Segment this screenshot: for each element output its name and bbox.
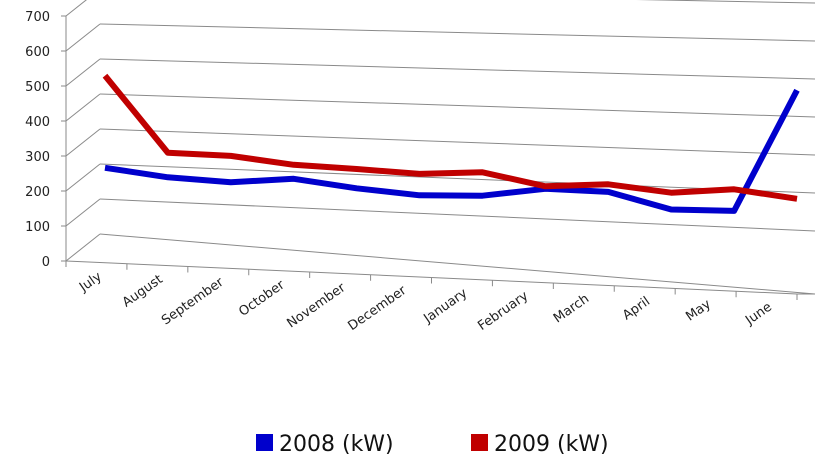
- series-line: [104, 88, 800, 214]
- gridline: [99, 128, 816, 156]
- y-tick-label: 200: [25, 185, 50, 200]
- gridline: [99, 163, 816, 194]
- gridlines: [65, 0, 816, 262]
- x-tick-label: December: [346, 283, 410, 334]
- x-tick-label: August: [120, 272, 166, 310]
- gridline-perspective: [65, 128, 101, 157]
- legend-swatch: [471, 434, 488, 451]
- gridline: [99, 93, 816, 118]
- legend-label: 2008 (kW): [279, 432, 394, 457]
- y-tick-label: 600: [25, 45, 50, 60]
- y-tick-label: 400: [25, 115, 50, 130]
- y-tick-label: 300: [25, 150, 50, 165]
- x-tick-label: November: [284, 280, 349, 331]
- x-tick-label: June: [742, 300, 775, 329]
- y-tick-label: 700: [25, 10, 50, 25]
- gridline-perspective: [65, 233, 101, 262]
- x-tick-label: May: [683, 297, 714, 325]
- gridline-perspective: [65, 198, 101, 227]
- gridline-perspective: [65, 0, 87, 17]
- gridline-perspective: [65, 58, 101, 87]
- y-tick-label: 0: [42, 255, 50, 270]
- gridline: [636, 0, 816, 4]
- series-lines: [102, 73, 800, 214]
- legend-swatch: [256, 434, 273, 451]
- x-tick-label: September: [159, 274, 227, 328]
- y-tick-label: 500: [25, 80, 50, 95]
- x-tick-label: July: [76, 269, 105, 295]
- floor-back-line: [99, 233, 816, 295]
- gridline-perspective: [65, 23, 101, 52]
- y-tick-label: 100: [25, 220, 50, 235]
- legend-label: 2009 (kW): [494, 432, 609, 457]
- x-tick-label: March: [551, 291, 592, 326]
- gridline: [99, 23, 816, 42]
- x-tick-label: February: [475, 288, 531, 334]
- gridline: [99, 58, 816, 80]
- y-axis-ticks: 0 100 200 300 400 500 600 700: [25, 10, 66, 270]
- x-tick-label: January: [420, 286, 470, 327]
- gridline: [99, 198, 816, 232]
- x-tick-label: October: [236, 277, 288, 320]
- series-line: [102, 73, 798, 202]
- gridline-perspective: [65, 93, 101, 122]
- x-tick-label: April: [620, 294, 653, 323]
- legend: 2008 (kW) 2009 (kW): [256, 432, 609, 457]
- gridline-perspective: [65, 163, 101, 192]
